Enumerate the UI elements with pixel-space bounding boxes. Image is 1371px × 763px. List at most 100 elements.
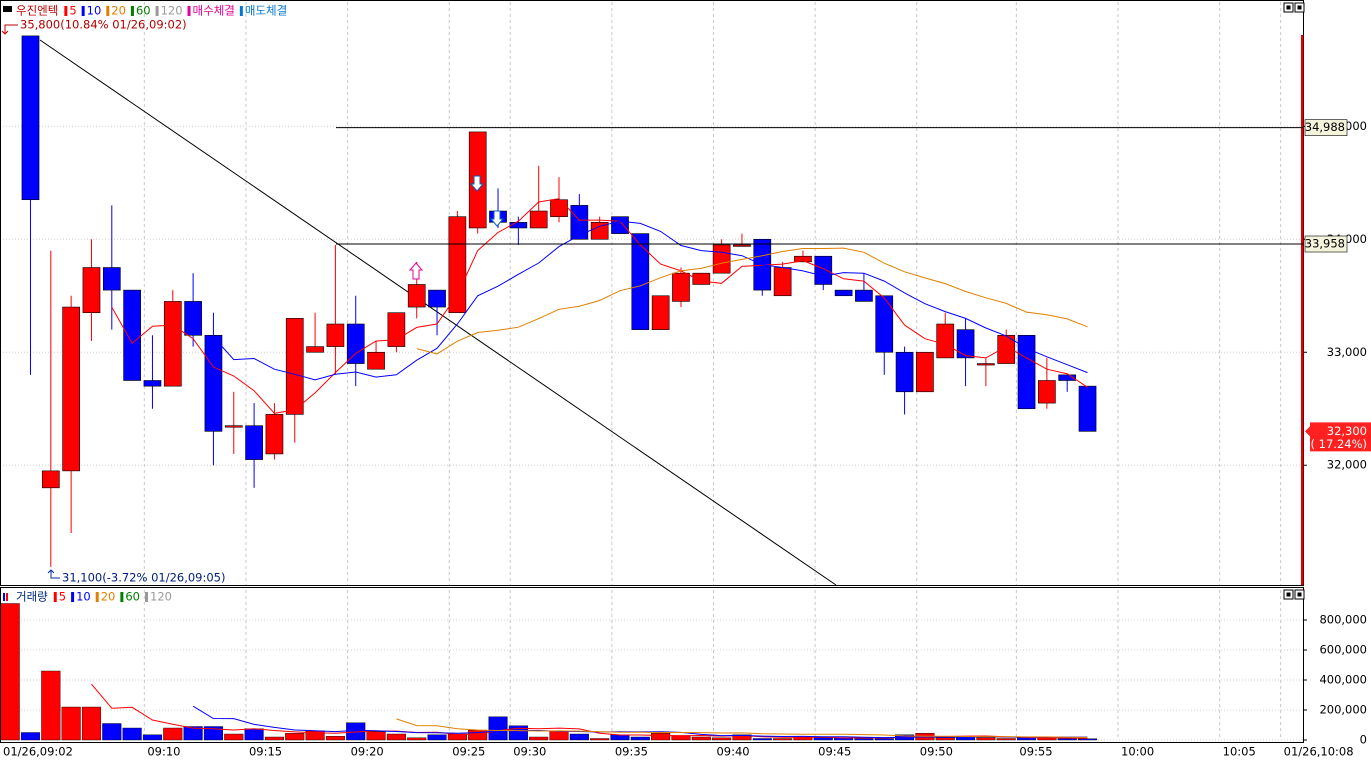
candle-body (428, 289, 446, 308)
candle-body (834, 289, 853, 297)
menu-icon[interactable] (3, 6, 12, 12)
sell-marker (469, 175, 485, 192)
volume-bar (996, 738, 1016, 741)
candle-body (855, 289, 873, 302)
y-tick-label: 600,000 (1319, 643, 1367, 657)
volume-bar (752, 738, 772, 741)
candle-body (204, 335, 223, 432)
volume-bar (1077, 738, 1098, 741)
panel-title: 우진엔텍 (16, 4, 58, 18)
legend-label: 60 (125, 590, 140, 604)
volume-bar (590, 738, 610, 741)
volume-bar (163, 727, 183, 741)
volume-bar (122, 727, 142, 741)
legend-swatch (155, 6, 159, 16)
low-annotation-arrow (47, 569, 55, 574)
candle-body (977, 363, 995, 366)
volume-bar (935, 737, 955, 741)
volume-bar (183, 726, 203, 741)
volume-bar (386, 733, 406, 741)
volume-bar (142, 734, 163, 741)
moving-average-line (416, 247, 1088, 355)
candle-body (123, 289, 141, 381)
volume-bar (325, 736, 345, 741)
legend-swatch (95, 592, 99, 602)
candle-body (692, 272, 711, 285)
x-tick-label: 09:40 (716, 745, 749, 759)
candle-body (367, 351, 385, 370)
candle-body (448, 216, 467, 314)
sell-marker (489, 210, 505, 227)
volume-bar (691, 736, 711, 741)
volume-bar (264, 736, 284, 741)
candle-body (163, 301, 182, 387)
volume-bar (1057, 738, 1077, 741)
minimize-icon (1286, 5, 1291, 10)
candle-body (794, 255, 812, 263)
candle-body (916, 351, 934, 393)
candle-body (82, 267, 101, 314)
candle-body (773, 267, 792, 297)
legend-swatch (64, 6, 68, 16)
high-annotation-arrow (1, 30, 9, 35)
legend-label: 5 (69, 4, 76, 18)
volume-bar (549, 730, 569, 741)
x-tick-label: 01/26,10:08 (1284, 745, 1354, 759)
legend-label: 매수체결 (193, 4, 235, 18)
close-icon (1297, 592, 1302, 597)
candle-body (245, 425, 263, 460)
volume-bar (712, 737, 732, 741)
panel-title: 거래량 (16, 590, 48, 604)
minimize-icon (1286, 592, 1291, 597)
y-tick-label: 0 (1360, 733, 1367, 747)
legend-swatch (106, 6, 110, 16)
x-tick-label: 09:50 (920, 745, 953, 759)
high-annotation-pointer (4, 24, 18, 33)
volume-bar (976, 737, 996, 741)
candle-body (1017, 335, 1036, 410)
legend-label: 5 (59, 590, 66, 604)
volume-bar (81, 706, 102, 741)
candle-body (407, 284, 426, 308)
moving-average-line (111, 198, 1088, 414)
x-tick-label: 09:25 (452, 745, 485, 759)
y-tick-label: 33,000 (1327, 345, 1367, 359)
volume-bar (244, 728, 264, 741)
volume-bar (854, 738, 874, 741)
x-tick-label: 01/26,09:02 (3, 745, 73, 759)
buy-marker (408, 262, 424, 280)
volume-bar (0, 603, 20, 741)
volume-panel-frame (0, 587, 1304, 743)
x-tick-label: 10:00 (1121, 745, 1154, 759)
candle-body (895, 351, 914, 393)
legend-label: 60 (136, 4, 151, 18)
volume-bar (407, 737, 427, 741)
legend-swatch (130, 6, 134, 16)
candle-body (529, 210, 548, 229)
candle-body (143, 380, 162, 387)
legend-swatch (81, 6, 85, 16)
range-bar (1301, 35, 1304, 585)
candle-body (265, 414, 284, 455)
last-price: 32,300 (1327, 424, 1367, 438)
volume-bar (20, 732, 41, 741)
candle-body (21, 35, 40, 201)
volume-bar (427, 734, 447, 741)
legend-swatch (145, 592, 148, 602)
high-annotation: 35,800(10.84% 01/26,09:02) (20, 18, 187, 32)
candle-body (346, 323, 365, 364)
moving-average-line (396, 718, 1088, 738)
volume-bar (610, 734, 630, 741)
candle-body (712, 244, 731, 274)
x-tick-label: 09:10 (147, 745, 180, 759)
candle-body (1058, 374, 1077, 381)
volume-bar (732, 734, 752, 741)
volume-bar (488, 716, 508, 741)
candle-body (814, 255, 833, 285)
candle-body (224, 425, 243, 428)
candle-body (62, 306, 80, 472)
low-annotation: 31,100(-3.72% 01/26,09:05) (62, 571, 226, 585)
legend-label: 매도체결 (245, 4, 287, 18)
